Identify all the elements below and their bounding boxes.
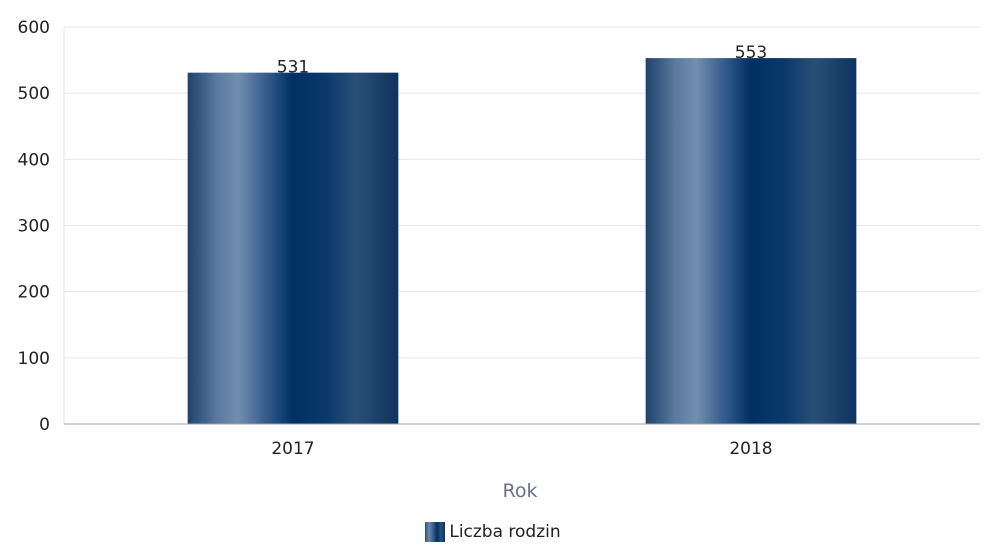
data-label: 531 bbox=[277, 58, 309, 78]
y-tick-label: 200 bbox=[18, 283, 50, 303]
data-label: 553 bbox=[735, 43, 767, 63]
x-axis-ticks: 2017 2018 bbox=[271, 439, 772, 459]
bar-2017 bbox=[187, 72, 399, 424]
bars bbox=[187, 58, 857, 425]
x-axis-title: Rok bbox=[503, 480, 538, 502]
y-tick-label: 600 bbox=[18, 18, 50, 38]
legend: Liczba rodzin bbox=[0, 522, 986, 542]
bar-2018 bbox=[645, 58, 857, 425]
x-tick-label: 2018 bbox=[729, 439, 772, 459]
chart-svg: 0 100 200 300 400 500 600 531 553 2017 2018 Rok bbox=[18, 18, 980, 502]
y-tick-label: 500 bbox=[18, 84, 50, 104]
y-tick-label: 300 bbox=[18, 217, 50, 237]
y-tick-label: 100 bbox=[18, 349, 50, 369]
x-tick-label: 2017 bbox=[271, 439, 314, 459]
y-axis-ticks: 0 100 200 300 400 500 600 bbox=[18, 18, 50, 435]
y-tick-label: 400 bbox=[18, 150, 50, 170]
y-tick-label: 0 bbox=[39, 415, 50, 435]
legend-label: Liczba rodzin bbox=[449, 522, 561, 542]
data-labels: 531 553 bbox=[277, 43, 767, 78]
legend-swatch bbox=[425, 522, 446, 542]
